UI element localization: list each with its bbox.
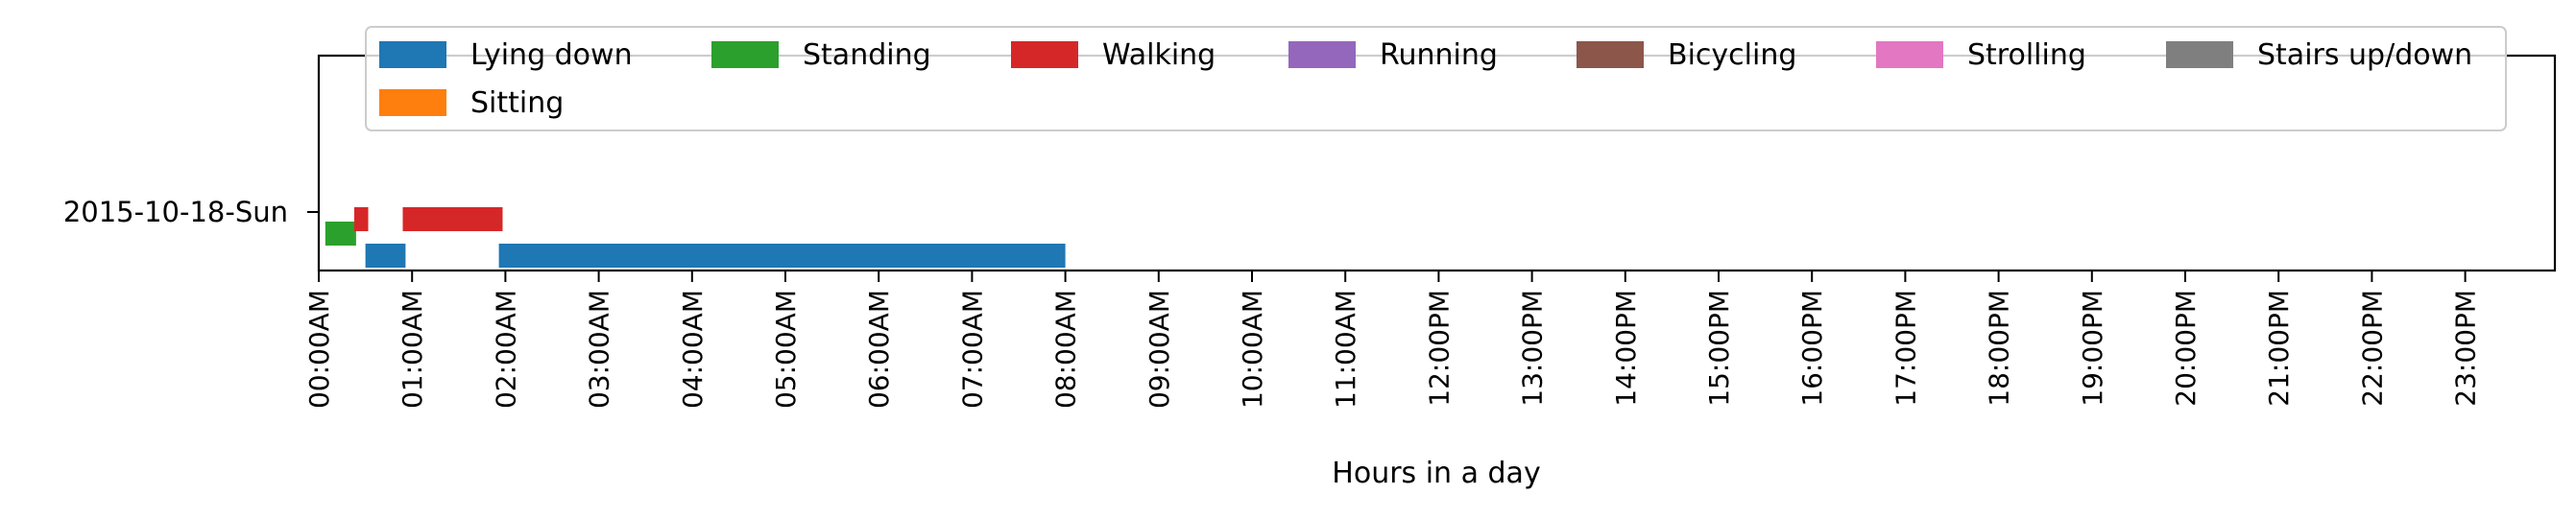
x-tick-label: 15:00PM — [1703, 290, 1735, 407]
x-tick-label: 03:00AM — [584, 290, 615, 409]
legend-label: Walking — [1102, 38, 1216, 72]
x-tick-label: 19:00PM — [2077, 290, 2108, 407]
legend-label: Bicycling — [1668, 38, 1796, 72]
bar-walking-0 — [353, 207, 369, 231]
legend-label: Running — [1380, 38, 1498, 72]
x-tick-label: 08:00AM — [1050, 290, 1082, 409]
legend-label: Sitting — [470, 86, 564, 120]
legend-swatch-bicycling — [1577, 41, 1644, 68]
bars-layer — [325, 207, 1066, 268]
x-tick-label: 10:00AM — [1237, 290, 1268, 409]
x-tick-label: 20:00PM — [2170, 290, 2202, 407]
x-tick-label: 18:00PM — [1984, 290, 2015, 407]
legend: Lying down Standing Walking Running Bicyclin… — [365, 26, 2507, 131]
legend-swatch-stairs-up-down — [2166, 41, 2233, 68]
x-tick-label: 21:00PM — [2263, 290, 2295, 407]
x-tick-label: 22:00PM — [2356, 290, 2388, 407]
legend-label: Standing — [803, 38, 931, 72]
x-tick-label: 09:00AM — [1144, 290, 1175, 409]
x-tick-label: 02:00AM — [490, 290, 521, 409]
legend-swatch-strolling — [1876, 41, 1943, 68]
x-tick-label: 04:00AM — [677, 290, 709, 409]
bar-lying-down-1 — [498, 244, 1066, 268]
legend-swatch-lying-down — [379, 41, 446, 68]
x-tick-label: 05:00AM — [770, 290, 802, 409]
bar-walking-1 — [402, 207, 503, 231]
y-axis: 2015-10-18-Sun — [63, 196, 319, 228]
legend-label: Stairs up/down — [2257, 38, 2472, 72]
legend-label: Lying down — [470, 38, 633, 72]
x-tick-label: 06:00AM — [863, 290, 895, 409]
x-tick-label: 12:00PM — [1423, 290, 1455, 407]
bar-standing-0 — [325, 222, 356, 246]
x-tick-label: 11:00AM — [1330, 290, 1361, 409]
x-tick-label: 23:00PM — [2450, 290, 2482, 407]
y-tick-label: 2015-10-18-Sun — [63, 196, 288, 228]
x-axis-label: Hours in a day — [1332, 457, 1540, 490]
x-tick-label: 07:00AM — [956, 290, 988, 409]
legend-swatch-sitting — [379, 89, 446, 116]
x-tick-label: 17:00PM — [1890, 290, 1921, 407]
x-tick-label: 01:00AM — [397, 290, 428, 409]
legend-label: Strolling — [1967, 38, 2086, 72]
x-tick-label: 14:00PM — [1610, 290, 1642, 407]
x-tick-label: 00:00AM — [303, 290, 335, 409]
legend-swatch-standing — [711, 41, 779, 68]
x-axis: 00:00AM 01:00AM 02:00AM 03:00AM 04:00AM 05:00… — [303, 271, 2482, 409]
x-tick-label: 16:00PM — [1796, 290, 1828, 407]
legend-swatch-running — [1288, 41, 1356, 68]
x-tick-label: 13:00PM — [1517, 290, 1549, 407]
legend-frame — [365, 26, 2507, 131]
legend-swatch-walking — [1011, 41, 1078, 68]
bar-lying-down-0 — [365, 244, 406, 268]
